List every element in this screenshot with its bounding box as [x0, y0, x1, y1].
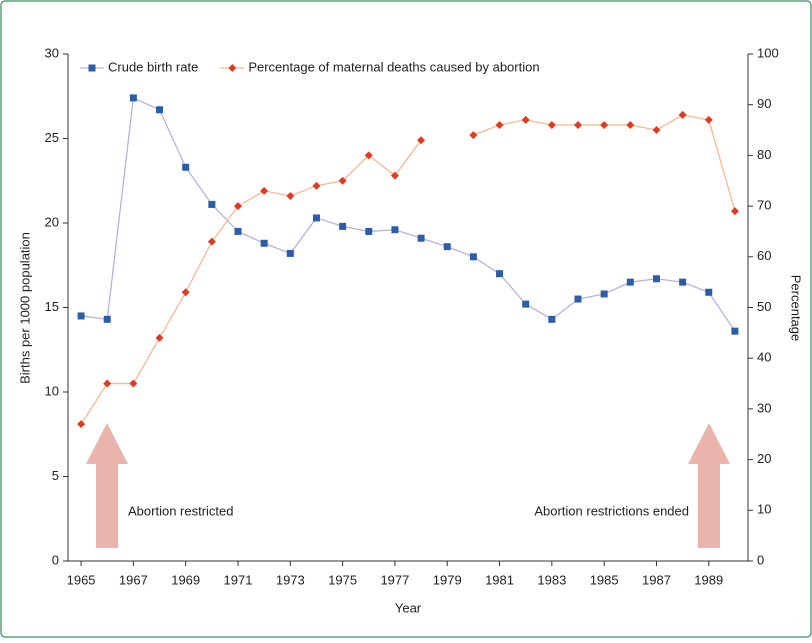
arrow	[86, 423, 128, 548]
x-tick-label: 1989	[694, 572, 723, 587]
marker	[652, 126, 661, 135]
legend-marker	[228, 64, 237, 72]
marker	[600, 120, 609, 129]
marker	[156, 106, 164, 114]
marker	[103, 315, 111, 323]
y-axis-label: Births per 1000 population	[17, 232, 32, 384]
marker	[364, 151, 373, 160]
marker	[77, 420, 86, 429]
marker	[705, 288, 713, 296]
marker	[521, 115, 530, 124]
x-tick-label: 1979	[433, 572, 462, 587]
x-tick-label: 1973	[276, 572, 305, 587]
annotation: Abortion restrictions ended	[534, 503, 689, 518]
x-tick-label: 1985	[590, 572, 619, 587]
marker	[730, 207, 739, 216]
marker	[469, 131, 478, 140]
annotation: Abortion restricted	[128, 503, 234, 518]
legend-label: Crude birth rate	[108, 59, 198, 74]
marker	[390, 171, 399, 180]
y-tick-label: 30	[45, 45, 59, 60]
marker	[469, 253, 477, 261]
y2-tick-label: 40	[757, 350, 771, 365]
marker	[286, 249, 294, 257]
marker	[260, 186, 269, 195]
x-tick-label: 1965	[67, 572, 96, 587]
y-tick-label: 5	[52, 468, 59, 483]
x-tick-label: 1967	[119, 572, 148, 587]
marker	[234, 202, 242, 211]
marker	[286, 191, 295, 200]
y2-tick-label: 20	[757, 451, 771, 466]
marker	[495, 120, 504, 129]
y-tick-label: 15	[45, 299, 59, 314]
marker	[600, 290, 608, 298]
x-tick-label: 1969	[171, 572, 200, 587]
marker	[574, 120, 582, 129]
x-tick-label: 1987	[642, 572, 671, 587]
legend-marker	[88, 64, 96, 72]
marker	[548, 315, 556, 323]
marker	[391, 226, 399, 234]
y2-tick-label: 100	[757, 45, 779, 60]
marker	[678, 110, 687, 119]
y2-tick-label: 70	[757, 198, 771, 213]
marker	[234, 227, 242, 235]
marker	[312, 214, 320, 222]
marker	[496, 270, 504, 278]
y2-tick-label: 30	[757, 400, 771, 415]
y2-tick-label: 10	[757, 502, 771, 517]
legend-label: Percentage of maternal deaths caused by …	[248, 59, 539, 74]
y-tick-label: 25	[45, 130, 59, 145]
marker	[443, 243, 451, 251]
series-line	[80, 96, 736, 332]
y-tick-label: 10	[45, 383, 59, 398]
arrow	[688, 423, 730, 548]
marker	[103, 379, 112, 388]
marker	[207, 237, 216, 246]
marker	[260, 239, 268, 247]
marker	[626, 120, 635, 129]
marker	[129, 379, 138, 388]
y2-tick-label: 90	[757, 96, 771, 111]
marker	[77, 312, 85, 320]
marker	[339, 222, 347, 230]
marker	[129, 94, 137, 102]
marker	[626, 278, 634, 286]
y2-tick-label: 50	[757, 299, 771, 314]
y-tick-label: 0	[52, 552, 59, 567]
series-line	[80, 114, 736, 425]
y2-tick-label: 0	[757, 552, 764, 567]
x-tick-label: 1983	[537, 572, 566, 587]
marker	[574, 295, 582, 303]
y2-tick-label: 60	[757, 248, 771, 263]
marker	[365, 227, 373, 235]
marker	[652, 275, 660, 283]
marker	[417, 136, 426, 145]
marker	[338, 176, 347, 185]
y2-axis-label: Percentage	[789, 275, 804, 342]
marker	[704, 115, 713, 124]
marker	[731, 327, 739, 335]
marker	[312, 181, 321, 190]
y-tick-label: 20	[45, 214, 59, 229]
x-axis-label: Year	[395, 600, 422, 615]
marker	[181, 288, 190, 297]
marker	[522, 300, 530, 308]
x-tick-label: 1977	[380, 572, 409, 587]
x-tick-label: 1981	[485, 572, 514, 587]
marker	[679, 278, 687, 286]
x-tick-label: 1975	[328, 572, 357, 587]
marker	[417, 234, 425, 242]
marker	[155, 333, 164, 342]
y2-tick-label: 80	[757, 147, 771, 162]
marker	[208, 200, 216, 208]
x-tick-label: 1971	[224, 572, 253, 587]
marker	[182, 163, 190, 171]
marker	[547, 120, 556, 129]
